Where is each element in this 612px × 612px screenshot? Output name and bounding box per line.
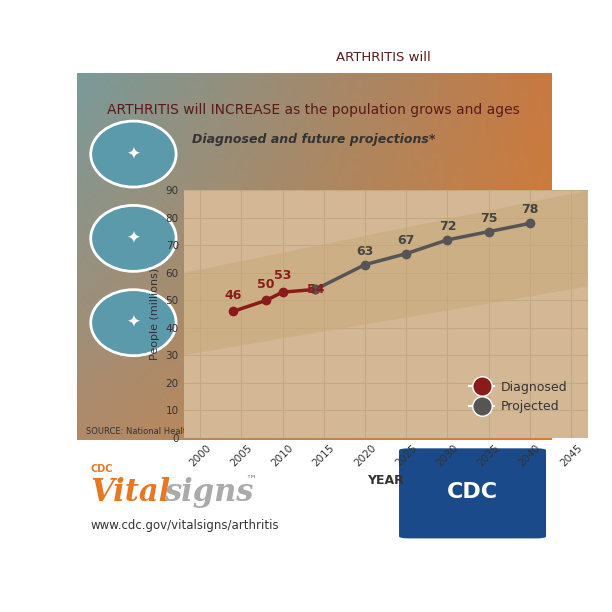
Text: *Doctor diagnosed: *Doctor diagnosed: [463, 427, 542, 436]
Text: 78: 78: [521, 203, 539, 217]
Text: 50: 50: [257, 278, 275, 291]
X-axis label: YEAR: YEAR: [367, 474, 404, 487]
Text: Vital: Vital: [91, 477, 171, 508]
Y-axis label: People (millions): People (millions): [150, 268, 160, 360]
Text: CDC: CDC: [91, 465, 113, 474]
Polygon shape: [184, 190, 588, 356]
Text: 75: 75: [480, 212, 498, 225]
Text: SOURCE: National Health Interview Survey, 2013-2015: SOURCE: National Health Interview Survey…: [86, 427, 316, 436]
Circle shape: [91, 206, 176, 271]
Text: 54: 54: [307, 283, 324, 296]
Text: ARTHRITIS will INCREASE as the population grows and ages: ARTHRITIS will INCREASE as the populatio…: [107, 103, 520, 117]
Text: signs: signs: [164, 477, 253, 508]
Text: Diagnosed and future projections*: Diagnosed and future projections*: [192, 133, 435, 146]
Circle shape: [91, 121, 176, 187]
Text: ™: ™: [245, 475, 256, 485]
Text: ✦: ✦: [127, 314, 140, 332]
Text: 53: 53: [274, 269, 291, 282]
Text: #VitalSigns: #VitalSigns: [429, 404, 516, 417]
Text: ✦: ✦: [127, 230, 140, 247]
Text: www.cdc.gov/vitalsigns/arthritis: www.cdc.gov/vitalsigns/arthritis: [91, 520, 279, 532]
Text: 46: 46: [225, 289, 242, 302]
Circle shape: [91, 289, 176, 356]
Text: 63: 63: [356, 245, 373, 258]
Text: 72: 72: [439, 220, 456, 233]
Text: CDC: CDC: [447, 482, 498, 502]
Text: ✦: ✦: [127, 145, 140, 163]
FancyBboxPatch shape: [404, 389, 542, 433]
Legend: Diagnosed, Projected: Diagnosed, Projected: [463, 375, 573, 419]
Text: ARTHRITIS will: ARTHRITIS will: [336, 51, 435, 64]
Text: 67: 67: [397, 234, 415, 247]
FancyBboxPatch shape: [399, 449, 546, 539]
